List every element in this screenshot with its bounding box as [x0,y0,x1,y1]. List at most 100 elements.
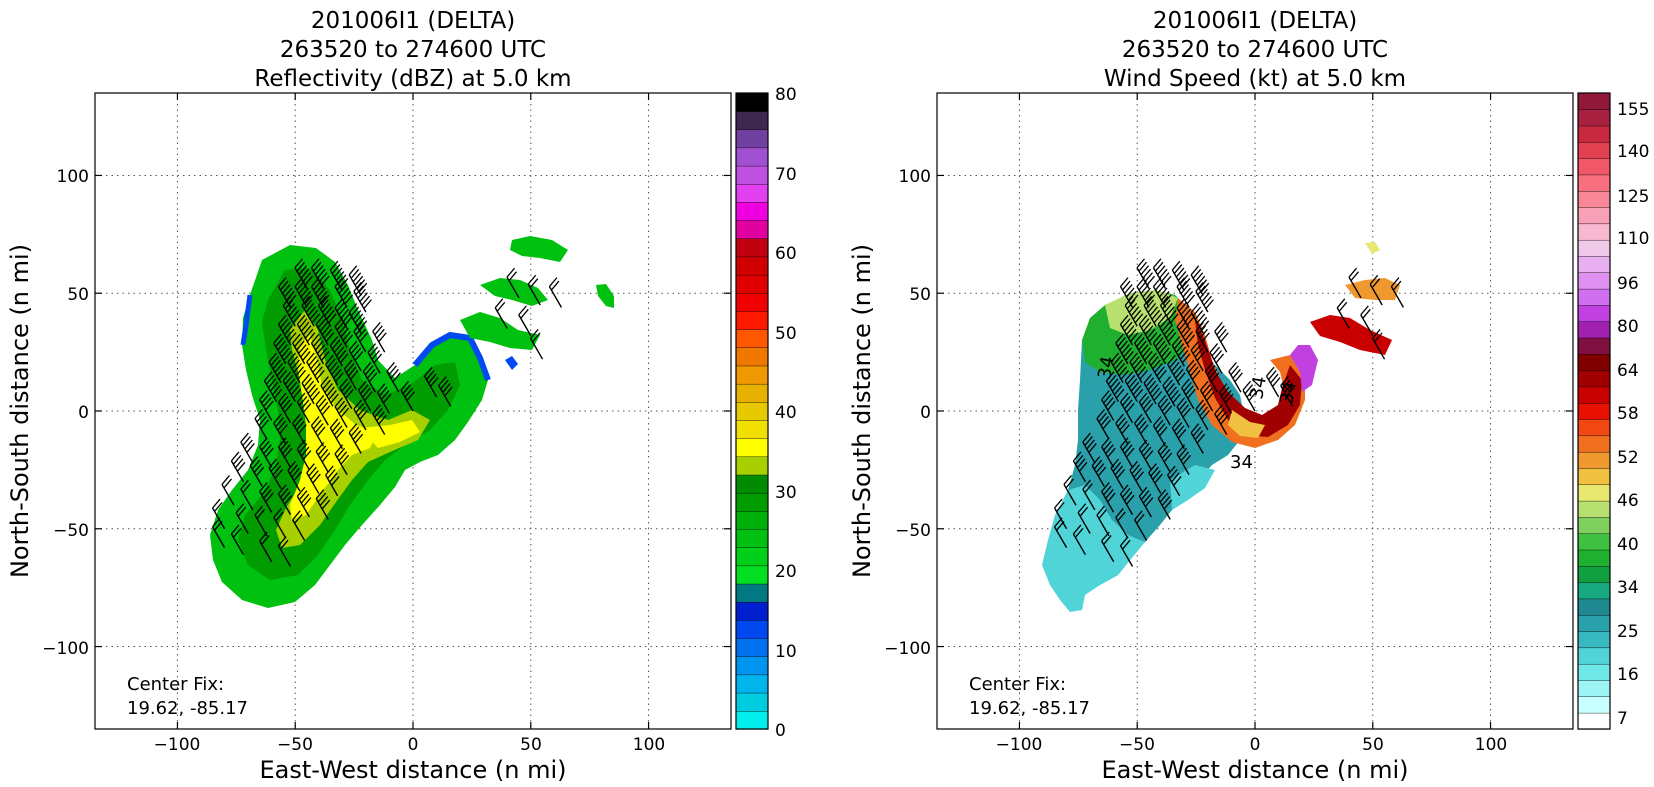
wind-barb-feather [358,380,367,391]
wind-barb-feather [316,287,326,298]
wind-barb [1204,361,1220,393]
wind-barb-feather [1179,274,1189,285]
wind-barb-feather [1107,447,1116,458]
wind-barb-feather [287,352,296,363]
wind-barb-feather [342,291,352,301]
colorbar-band [735,365,769,385]
wind-barb-feather [1197,325,1206,336]
wind-barb-feather [1213,350,1223,360]
wind-barb-feather [291,359,300,370]
wind-barb-feather [235,503,245,514]
wind-barb-staff [1348,276,1362,299]
colorbar-band [1577,418,1611,437]
y-tick-label: −50 [53,521,89,541]
colorbar-tick: 155 [1617,100,1649,120]
x-tick-label: −100 [154,735,201,755]
wind-barb-feather [1072,524,1082,535]
wind-barb [277,277,297,308]
wind-barb-feather [378,414,387,425]
wind-barb-feather [1280,376,1289,386]
wind-field-max-band [1195,320,1302,437]
wind-barb-feather [315,489,325,499]
wind-barb-staff [254,514,268,537]
colorbar-band [1577,549,1611,567]
wind-barb-staff [277,545,292,567]
wind-barb-feather [1100,416,1109,426]
wind-barb-feather [273,508,282,518]
wind-barb-feather [343,385,352,396]
wind-barb-feather [1162,294,1172,305]
wind-barb-feather [240,432,249,443]
x-tick-label: −50 [277,735,313,755]
wind-barb-feather [1286,386,1295,397]
wind-barbs [1053,258,1405,567]
wind-barb-staff [221,484,235,506]
wind-barb-staff [259,491,273,513]
wind-barb-feather [242,483,251,494]
colorbar-tick: 80 [1617,317,1639,337]
colorbar-band [1577,92,1611,110]
wind-barb-feather [316,268,326,279]
wind-barb-feather [1216,407,1225,418]
wind-barb-feather [282,491,291,502]
colorbar-tick: 40 [775,403,797,423]
wind-barb-feather [338,451,348,462]
wind-barb-staff [1185,368,1200,391]
wind-barb-feather [1142,287,1152,298]
wind-barb-feather [1178,400,1188,411]
wind-barb [1190,340,1206,372]
wind-barb [334,444,350,475]
wind-barb [1063,475,1077,506]
wind-barb-feather [1146,294,1156,305]
wind-barb-feather [261,535,270,545]
y-tick-label: 50 [909,285,931,305]
colorbar-band [1577,304,1611,322]
wind-barb-feather [1138,420,1147,431]
wind-barb-feather [1115,413,1124,424]
wind-barb-feather [254,505,263,516]
wind-barb-feather [1103,393,1112,404]
wind-barb-feather [1159,492,1169,503]
wind-barb-staff [235,512,249,534]
outer-band-2 [480,278,548,306]
center-fix-label: Center Fix: [127,674,224,695]
wind-barb-feather [311,391,321,401]
wind-barb-feather [296,420,305,431]
wind-barb-feather [1142,493,1152,504]
x-axis-label: East-West distance (n mi) [1101,756,1408,784]
wind-barb-feather [1374,332,1383,343]
wind-barb [1242,380,1258,412]
wind-barb-staff [1091,465,1105,487]
wind-barb-staff [310,425,325,447]
wind-outer-band-3 [1365,242,1380,254]
echo-peak [290,335,378,520]
wind-barb-feather [1184,291,1194,301]
wind-barb-feather [284,447,293,458]
wind-barb [211,517,226,548]
wind-barb-feather [1196,313,1206,324]
wind-barb-feather [424,366,433,377]
wind-barb-feather [1159,445,1169,456]
wind-barb [273,508,287,539]
colorbar-band [735,256,769,276]
wind-barb-feather [320,294,330,305]
wind-barb-feather [1182,327,1192,338]
wind-barb [1148,463,1163,494]
wind-barb-feather [278,392,287,403]
wind-barb-feather [1186,315,1196,326]
wind-barb-staff [494,307,508,329]
wind-barb-feather [355,403,364,413]
wind-barb-staff [1390,286,1405,308]
wind-barb [1228,361,1243,393]
wind-barb-feather [380,390,390,400]
wind-barb-feather [302,272,312,283]
wind-barb-feather [1134,510,1143,521]
wind-barb-feather [237,506,247,517]
wind-barb-staff [1101,540,1115,563]
wind-barb-feather [302,325,312,336]
wind-barb-feather [1124,321,1133,332]
wind-barb-feather [268,458,278,469]
wind-barb-feather [268,352,278,363]
wind-barb-feather [270,356,280,366]
wind-barb-feather [350,344,360,355]
